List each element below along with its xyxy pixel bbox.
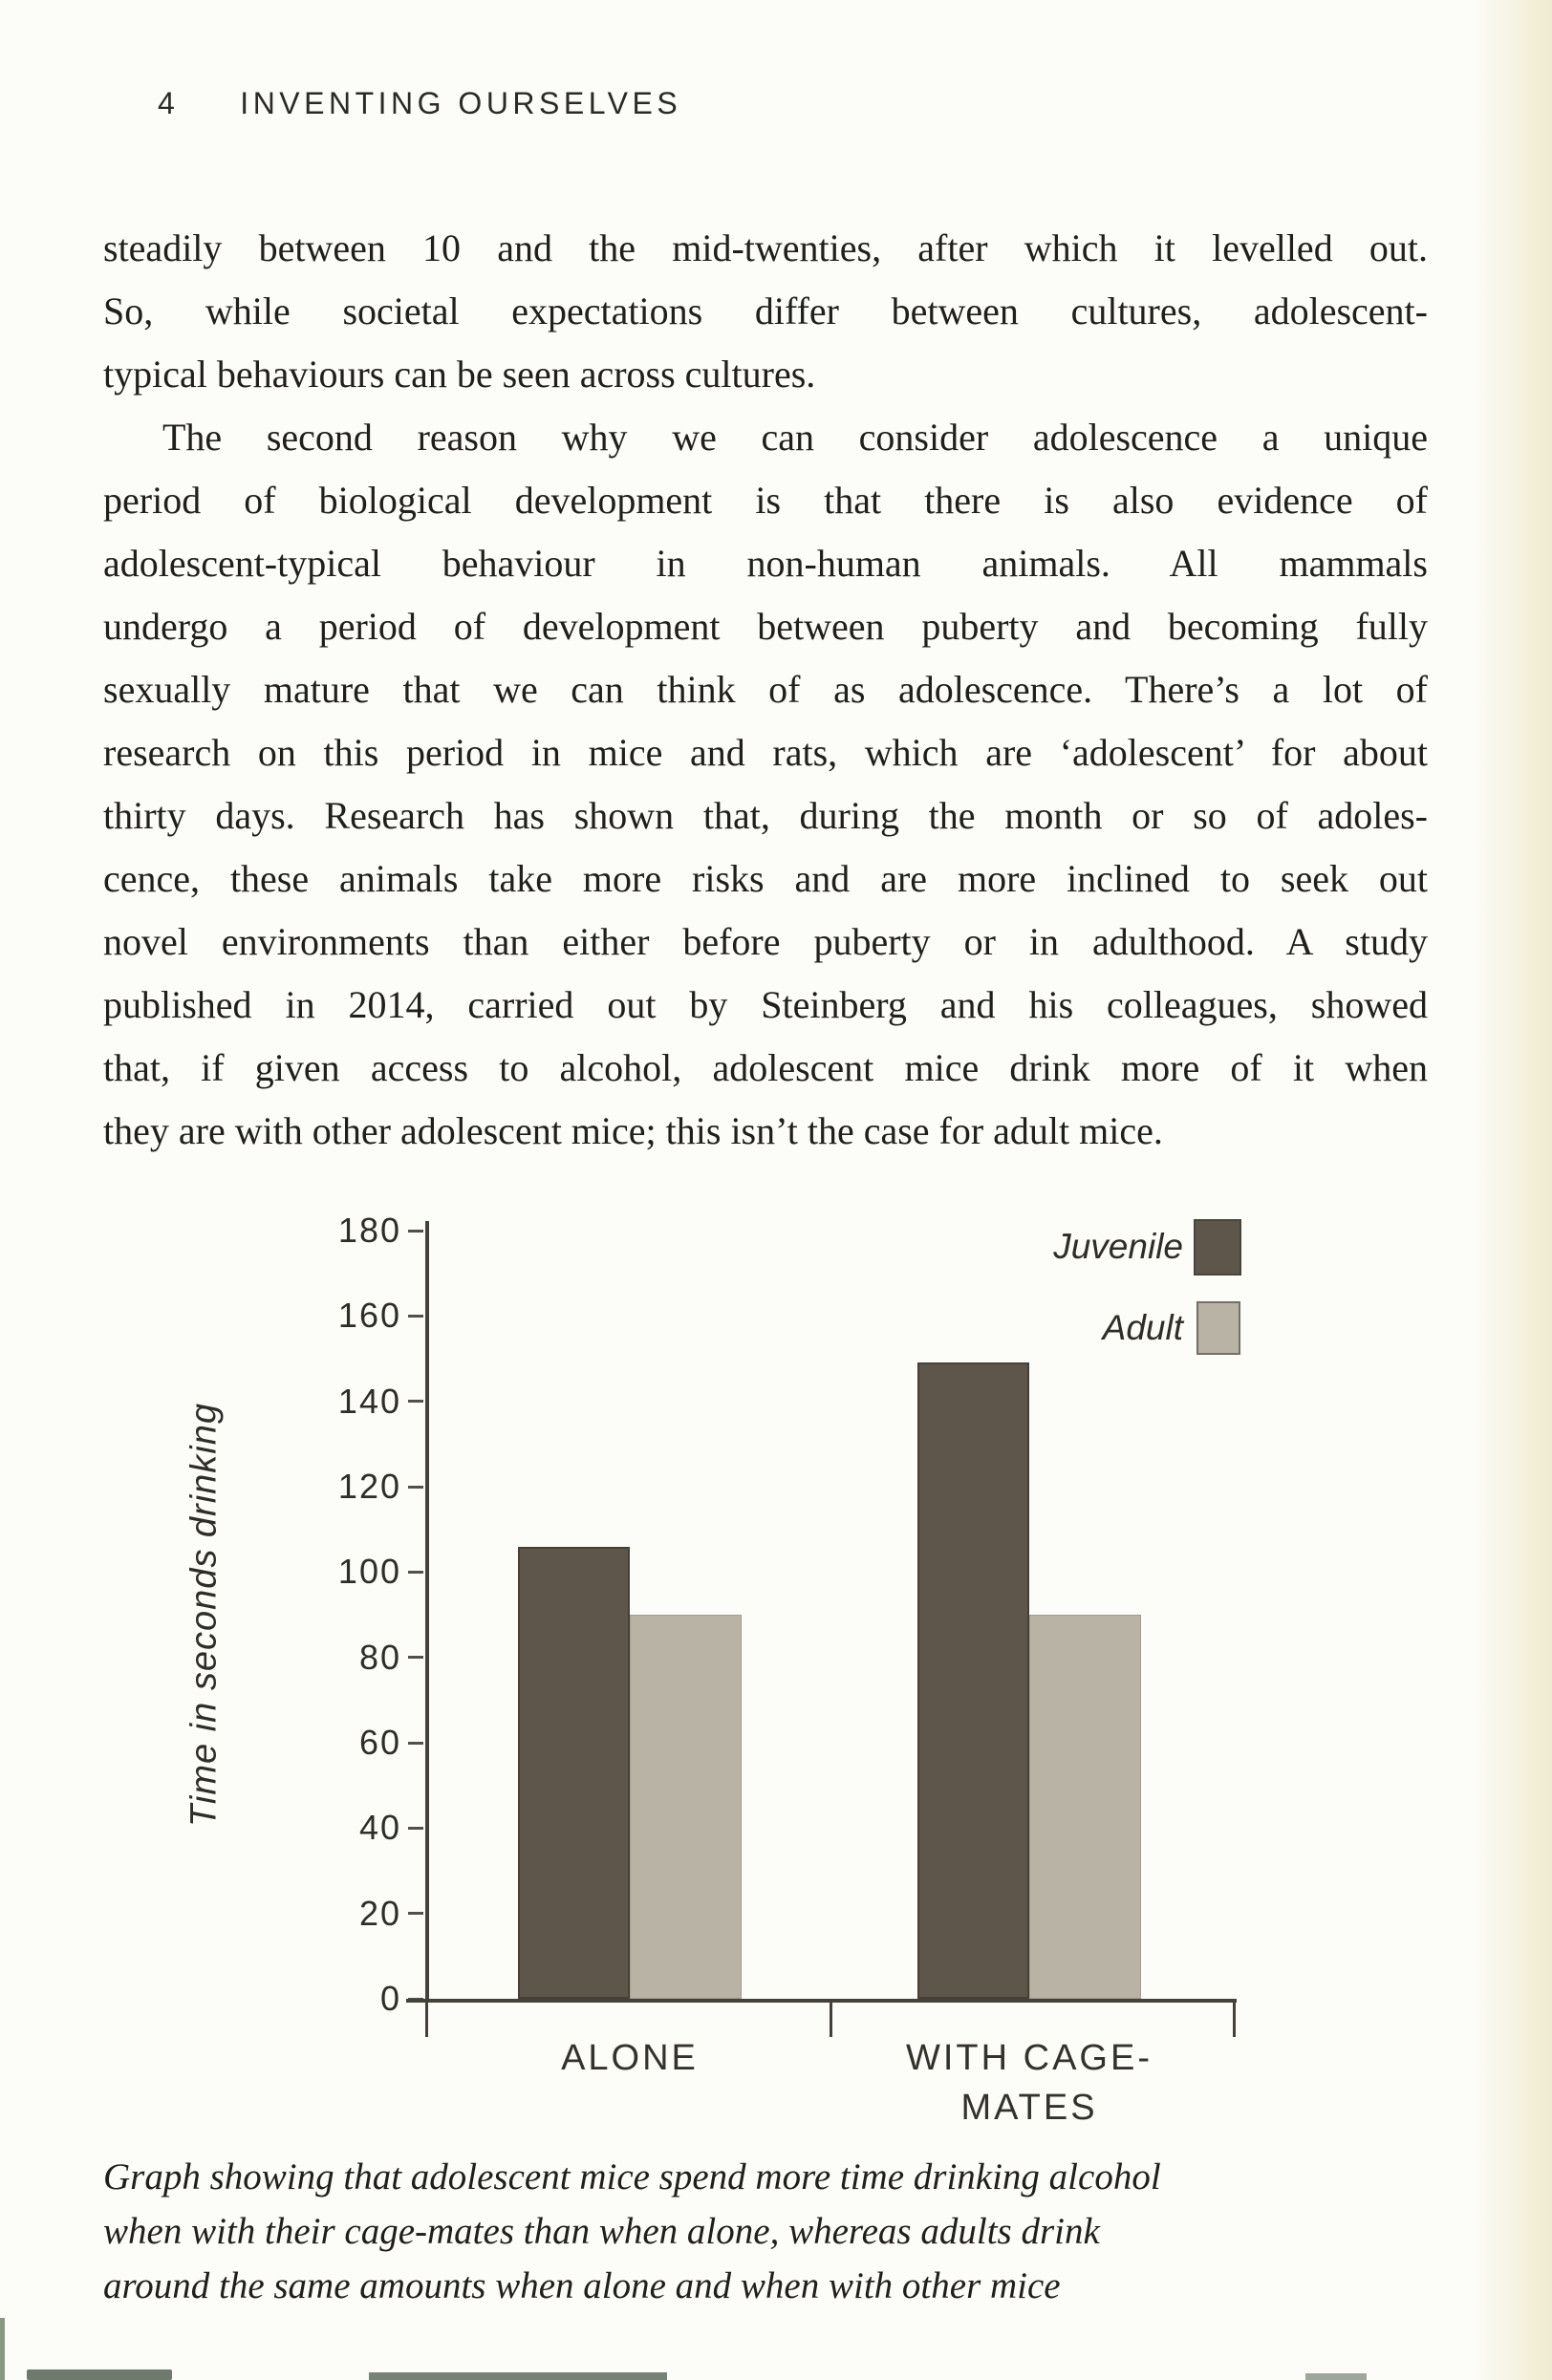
scan-artifact [369, 2372, 667, 2380]
body-line: undergo a period of development between … [103, 605, 1428, 648]
body-line: they are with other adolescent mice; thi… [103, 1109, 1163, 1152]
body-line: cence, these animals take more risks and… [103, 857, 1428, 900]
x-category-label: ALONE [561, 2038, 699, 2078]
y-axis-tick [408, 1997, 423, 2001]
legend-swatch-juvenile [1194, 1219, 1241, 1276]
body-line: published in 2014, carried out by Steinb… [103, 983, 1428, 1026]
figure-caption: Graph showing that adolescent mice spend… [103, 2150, 1460, 2313]
scan-artifact [1305, 2373, 1367, 2380]
x-axis-tick [829, 1999, 832, 2037]
body-line: thirty days. Research has shown that, du… [103, 794, 1428, 837]
body-line: steadily between 10 and the mid-twenties… [103, 226, 1428, 269]
y-axis-tick [408, 1741, 423, 1745]
y-axis-tick [408, 1912, 423, 1916]
y-axis-tick-label: 140 [337, 1381, 401, 1421]
y-axis-tick [408, 1400, 423, 1404]
body-text: steadily between 10 and the mid-twenties… [103, 217, 1428, 1163]
y-axis-tick [408, 1229, 423, 1233]
page-number: 4 [158, 86, 180, 120]
body-line: The second reason why we can consider ad… [162, 416, 1428, 459]
scan-artifact [27, 2369, 172, 2380]
running-header: 4 INVENTING OURSELVES [158, 86, 681, 121]
bar-adult-alone [630, 1615, 742, 1999]
y-axis-tick-label: 40 [358, 1808, 401, 1848]
body-line: adolescent-typical behaviour in non-huma… [103, 542, 1428, 585]
y-axis-line [425, 1221, 429, 2001]
y-axis-title: Time in seconds drinking [183, 1403, 225, 1827]
x-category-label: WITH CAGE-MATES [906, 2038, 1153, 2128]
y-axis-tick [408, 1656, 423, 1660]
book-title: INVENTING OURSELVES [240, 86, 682, 120]
scan-artifact [0, 2318, 5, 2380]
x-axis-line [406, 1999, 1237, 2003]
body-line: sexually mature that we can think of as … [103, 668, 1428, 711]
y-axis-tick-label: 60 [358, 1723, 401, 1762]
y-axis-tick-label: 160 [337, 1296, 401, 1336]
body-line: So, while societal expectations differ b… [103, 289, 1428, 332]
x-axis-tick [1233, 1999, 1236, 2037]
page-edge-shading [1472, 0, 1552, 2380]
bar-juvenile-with-cage-mates [917, 1362, 1029, 1999]
x-axis-tick [425, 1999, 428, 2037]
y-axis-tick [408, 1826, 423, 1830]
body-line: novel environments than either before pu… [103, 920, 1428, 963]
y-axis-tick-label: 120 [337, 1467, 401, 1506]
legend-label-adult: Adult [1102, 1308, 1183, 1347]
y-axis-tick-label: 100 [337, 1552, 401, 1592]
bar-juvenile-alone [518, 1546, 630, 1999]
caption-line: around the same amounts when alone and w… [103, 2265, 1061, 2306]
y-axis-tick-label: 180 [337, 1211, 401, 1250]
y-axis-tick [408, 1314, 423, 1318]
caption-line: when with their cage-mates than when alo… [103, 2211, 1100, 2252]
caption-line: Graph showing that adolescent mice spend… [103, 2156, 1161, 2198]
body-line: research on this period in mice and rats… [103, 731, 1428, 774]
y-axis-tick [408, 1485, 423, 1489]
body-line: that, if given access to alcohol, adoles… [103, 1046, 1428, 1089]
legend-label-juvenile: Juvenile [1053, 1227, 1183, 1266]
y-axis-tick-label: 20 [358, 1893, 401, 1933]
legend-swatch-adult [1196, 1301, 1240, 1355]
body-line: period of biological development is that… [103, 479, 1428, 522]
bar-adult-with-cage-mates [1029, 1615, 1141, 1999]
y-axis-tick-label: 80 [358, 1637, 401, 1677]
y-axis-tick-label: 0 [379, 1979, 401, 2018]
y-axis-tick [408, 1570, 423, 1574]
body-line: typical behaviours can be seen across cu… [103, 353, 816, 396]
